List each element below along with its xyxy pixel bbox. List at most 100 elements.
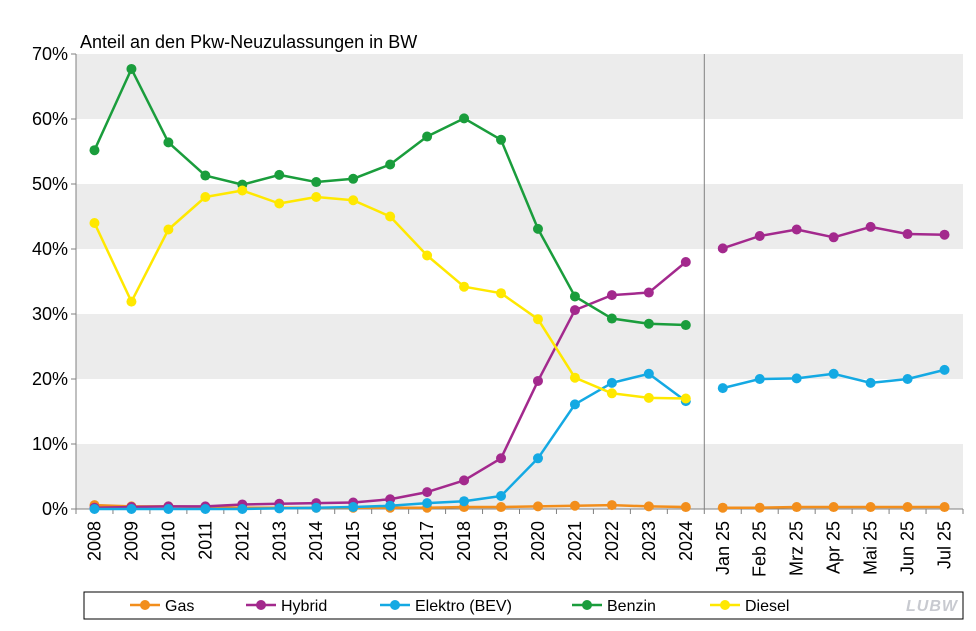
legend-label-diesel: Diesel xyxy=(745,598,789,615)
data-point-elektro-bev xyxy=(643,368,654,379)
grid-band xyxy=(76,314,963,379)
data-point-elektro-bev xyxy=(606,377,617,388)
x-tick-label: 2022 xyxy=(602,521,622,561)
y-tick-label: 70% xyxy=(32,44,68,64)
data-point-hybrid xyxy=(791,224,802,235)
y-tick-label: 0% xyxy=(42,499,68,519)
data-point-benzin xyxy=(680,320,691,331)
x-tick-label: 2014 xyxy=(306,521,326,561)
data-point-hybrid xyxy=(569,305,580,316)
data-point-gas xyxy=(532,501,543,512)
data-point-benzin xyxy=(422,131,433,142)
x-tick-labels: 2008 2009 2010 2011 2012 2013 2014 2015 2016 2017… xyxy=(84,521,954,577)
data-point-elektro-bev xyxy=(828,368,839,379)
data-point-benzin xyxy=(606,313,617,324)
grid-band xyxy=(76,249,963,314)
data-point-elektro-bev xyxy=(348,502,359,513)
x-tick-label: Jan 25 xyxy=(713,521,733,575)
data-point-gas xyxy=(902,502,913,513)
data-point-elektro-bev xyxy=(754,374,765,384)
data-point-benzin xyxy=(496,134,507,145)
y-tick-label: 50% xyxy=(32,174,68,194)
x-tick-label: Mai 25 xyxy=(861,521,881,575)
chart-title: Anteil an den Pkw-Neuzulassungen in BW xyxy=(80,32,417,52)
data-point-gas xyxy=(865,502,876,513)
data-point-gas xyxy=(717,502,728,513)
data-point-elektro-bev xyxy=(717,383,728,394)
data-point-gas xyxy=(496,502,507,513)
data-point-diesel xyxy=(643,392,654,403)
data-point-elektro-bev xyxy=(89,504,100,514)
data-point-diesel xyxy=(237,185,248,196)
data-point-hybrid xyxy=(865,221,876,232)
data-point-gas xyxy=(791,502,802,513)
data-point-diesel xyxy=(496,288,507,299)
data-point-elektro-bev xyxy=(532,453,543,464)
data-point-diesel xyxy=(126,296,137,307)
data-point-elektro-bev xyxy=(237,504,248,514)
data-point-elektro-bev xyxy=(274,503,285,514)
y-tick-label: 30% xyxy=(32,304,68,324)
x-tick-label: Feb 25 xyxy=(750,521,770,577)
data-point-elektro-bev xyxy=(422,498,433,509)
series-benzin xyxy=(89,63,691,331)
data-point-hybrid xyxy=(754,231,765,241)
data-point-elektro-bev xyxy=(569,399,580,410)
data-point-elektro-bev xyxy=(939,364,950,375)
data-point-elektro-bev xyxy=(385,500,396,511)
data-point-elektro-bev xyxy=(163,504,174,514)
data-point-benzin xyxy=(126,63,137,74)
data-point-benzin xyxy=(274,169,285,180)
y-tick-label: 60% xyxy=(32,109,68,129)
data-point-diesel xyxy=(459,281,470,292)
data-point-elektro-bev xyxy=(902,374,913,384)
series-hybrid xyxy=(89,221,950,513)
data-point-diesel xyxy=(606,388,617,399)
data-point-diesel xyxy=(385,211,396,222)
grid-bands xyxy=(76,54,963,509)
data-point-elektro-bev xyxy=(459,496,470,507)
x-tick-label: 2019 xyxy=(491,521,511,561)
data-point-hybrid xyxy=(717,243,728,254)
grid-band xyxy=(76,119,963,184)
data-point-hybrid xyxy=(680,257,691,267)
legend-marker-gas xyxy=(140,600,150,610)
data-point-benzin xyxy=(200,170,211,181)
data-point-hybrid xyxy=(532,375,543,386)
data-point-elektro-bev xyxy=(200,504,211,514)
data-point-hybrid xyxy=(828,232,839,243)
legend-marker-elektro-bev xyxy=(390,600,400,610)
legend-label-hybrid: Hybrid xyxy=(281,598,327,615)
y-tick-label: 10% xyxy=(32,434,68,454)
x-tick-label: 2018 xyxy=(454,521,474,561)
data-point-diesel xyxy=(422,250,433,261)
data-point-diesel xyxy=(200,192,211,202)
data-point-diesel xyxy=(348,195,359,206)
legend-label-gas: Gas xyxy=(165,598,194,615)
data-point-gas xyxy=(828,502,839,513)
data-point-elektro-bev xyxy=(791,373,802,384)
data-point-benzin xyxy=(348,173,359,184)
data-point-gas xyxy=(754,502,765,513)
legend-marker-hybrid xyxy=(256,600,266,610)
x-tick-label: 2017 xyxy=(417,521,437,561)
x-tick-label: Apr 25 xyxy=(824,521,844,574)
data-point-hybrid xyxy=(459,475,470,486)
legend: Gas Hybrid Elektro (BEV) Benzin Diesel LUBW xyxy=(83,591,964,620)
x-tick-label: 2023 xyxy=(639,521,659,561)
x-tick-label: Jun 25 xyxy=(898,521,918,575)
x-tick-label: Jul 25 xyxy=(935,521,955,569)
y-tick-label: 20% xyxy=(32,369,68,389)
data-point-elektro-bev xyxy=(311,502,322,513)
x-tick-label: 2024 xyxy=(676,521,696,561)
data-point-hybrid xyxy=(939,229,950,240)
legend-marker-benzin xyxy=(582,600,592,610)
data-point-elektro-bev xyxy=(496,491,507,501)
data-point-hybrid xyxy=(606,290,617,301)
x-tick-label: Mrz 25 xyxy=(787,521,807,576)
x-tick-label: 2009 xyxy=(121,521,141,561)
series-lines xyxy=(89,63,950,514)
data-point-gas xyxy=(643,501,654,512)
x-tick-label: 2015 xyxy=(343,521,363,561)
